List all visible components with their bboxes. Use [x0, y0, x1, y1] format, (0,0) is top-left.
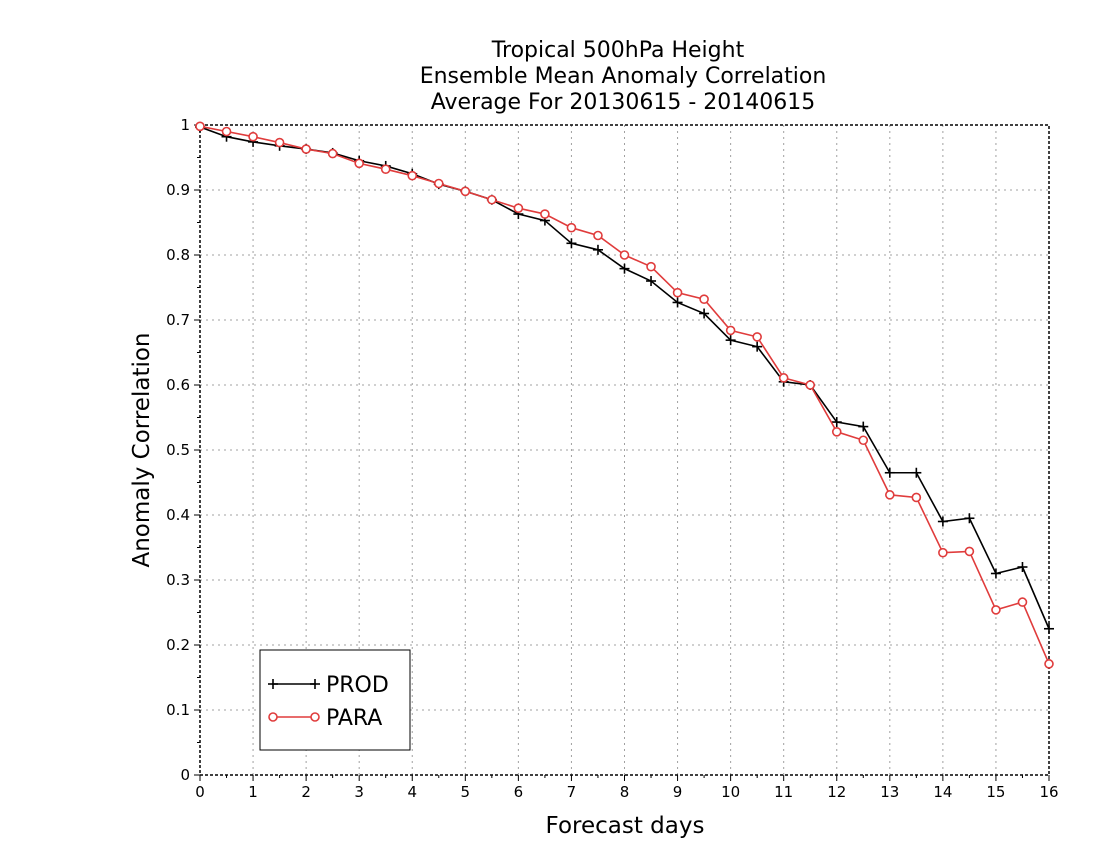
title-line-1: Tropical 500hPa Height — [491, 38, 745, 63]
data-point-prod — [990, 568, 1001, 579]
data-point-prod — [937, 516, 948, 527]
data-point-para — [540, 209, 550, 219]
y-tick-label: 0.2 — [166, 636, 190, 654]
data-point-para — [725, 325, 736, 336]
data-point-para — [699, 294, 709, 305]
data-point-prod — [725, 335, 736, 346]
x-tick-label: 9 — [673, 783, 683, 801]
data-point-para — [487, 194, 497, 205]
data-point-prod — [566, 238, 577, 249]
legend-marker-prod — [310, 679, 320, 689]
y-tick-label: 0.3 — [166, 571, 190, 589]
data-point-prod — [699, 308, 710, 319]
x-tick-label: 5 — [461, 783, 471, 801]
data-point-para — [433, 178, 444, 189]
data-point-para — [991, 605, 1001, 615]
series-para — [195, 121, 1054, 669]
data-point-para — [619, 250, 630, 260]
legend-marker-para — [268, 712, 278, 722]
x-tick-label: 2 — [301, 783, 311, 801]
x-tick-label: 1 — [248, 783, 258, 801]
data-point-prod — [646, 276, 657, 286]
data-point-para — [566, 222, 577, 233]
x-tick-label: 3 — [354, 783, 364, 801]
data-point-para — [513, 203, 524, 213]
legend-label-prod: PROD — [326, 673, 389, 698]
x-tick-label: 7 — [567, 783, 577, 801]
data-point-para — [301, 144, 311, 154]
title-line-2: Ensemble Mean Anomaly Correlation — [420, 64, 827, 89]
data-point-para — [593, 230, 603, 241]
x-tick-label: 16 — [1039, 783, 1058, 801]
x-tick-label: 4 — [407, 783, 417, 801]
x-tick-label: 14 — [933, 783, 952, 801]
data-point-prod — [1044, 623, 1054, 634]
data-point-para — [1017, 597, 1028, 607]
legend-marker-para — [310, 712, 320, 722]
data-point-para — [938, 547, 948, 558]
x-tick-label: 15 — [986, 783, 1005, 801]
y-tick-label: 0.1 — [166, 701, 190, 719]
y-tick-label: 0.6 — [166, 376, 190, 394]
axes: 0 1 2 3 4 5 6 7 8 9 10 11 12 13 14 15 1600.10.20.30.40.5… — [166, 116, 1058, 801]
data-point-para — [407, 170, 418, 181]
data-point-prod — [619, 263, 630, 274]
y-axis-label: Anomaly Correlation — [129, 332, 155, 567]
data-point-para — [327, 148, 338, 159]
y-tick-label: 0.8 — [166, 246, 190, 264]
y-tick-label: 0.4 — [166, 506, 190, 524]
data-point-prod — [1017, 562, 1028, 572]
data-point-prod — [964, 513, 975, 524]
data-point-prod — [592, 244, 603, 255]
data-point-para — [380, 164, 391, 174]
grid-lines — [200, 125, 1049, 775]
x-tick-label: 0 — [195, 783, 205, 801]
y-tick-label: 0.7 — [166, 311, 190, 329]
y-tick-label: 0 — [180, 766, 190, 784]
x-tick-label: 6 — [514, 783, 524, 801]
data-point-para — [354, 158, 364, 169]
x-tick-label: 8 — [620, 783, 630, 801]
data-point-prod — [858, 421, 869, 432]
x-tick-label: 12 — [827, 783, 846, 801]
data-point-para — [672, 287, 683, 298]
x-tick-label: 11 — [774, 783, 793, 801]
data-point-para — [248, 131, 258, 142]
data-point-para — [885, 490, 895, 500]
data-point-para — [195, 121, 205, 132]
data-point-para — [1044, 659, 1054, 669]
data-point-prod — [831, 417, 842, 428]
legend-box — [259, 649, 411, 751]
legend-marker-prod — [268, 679, 278, 689]
data-point-para — [805, 380, 816, 390]
data-point-prod — [884, 467, 895, 478]
x-tick-label: 10 — [721, 783, 740, 801]
legend-item-prod: PROD — [268, 673, 389, 698]
data-point-prod — [752, 341, 763, 352]
legend: PROD PARA — [259, 649, 411, 751]
data-point-para — [460, 186, 471, 197]
y-tick-label: 1 — [180, 116, 190, 134]
series-group — [195, 121, 1054, 669]
data-point-para — [646, 261, 656, 272]
x-tick-label: 13 — [880, 783, 899, 801]
legend-label-para: PARA — [326, 706, 382, 731]
data-point-para — [221, 126, 232, 137]
data-point-prod — [672, 297, 683, 308]
chart-title: Tropical 500hPa Height Ensemble Mean Ano… — [420, 38, 827, 115]
y-tick-label: 0.5 — [166, 441, 190, 459]
legend-item-para: PARA — [268, 706, 382, 731]
data-point-para — [274, 137, 285, 148]
data-point-para — [911, 492, 922, 503]
data-point-para — [964, 546, 975, 557]
data-point-para — [858, 435, 869, 446]
y-tick-label: 0.9 — [166, 181, 190, 199]
data-point-prod — [911, 467, 922, 478]
data-point-para — [752, 332, 762, 342]
x-axis-label: Forecast days — [546, 813, 705, 839]
data-point-para — [778, 373, 789, 383]
data-point-para — [831, 426, 842, 437]
title-line-3: Average For 20130615 - 20140615 — [431, 90, 816, 115]
